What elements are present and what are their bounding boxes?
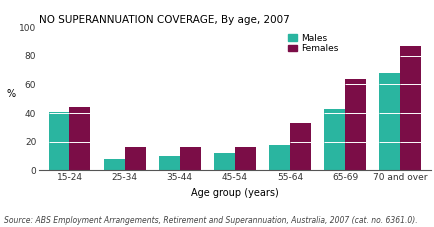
X-axis label: Age group (years): Age group (years) — [191, 188, 278, 197]
Y-axis label: %: % — [6, 89, 15, 99]
Bar — [124, 147, 145, 170]
Text: Source: ABS Employment Arrangements, Retirement and Superannuation, Australia, 2: Source: ABS Employment Arrangements, Ret… — [4, 216, 417, 225]
Bar — [179, 147, 200, 170]
Bar — [49, 112, 69, 170]
Bar — [69, 107, 90, 170]
Bar — [323, 109, 345, 170]
Bar — [103, 159, 124, 170]
Text: NO SUPERANNUATION COVERAGE, By age, 2007: NO SUPERANNUATION COVERAGE, By age, 2007 — [39, 15, 289, 25]
Bar — [269, 145, 289, 170]
Bar — [399, 46, 420, 170]
Legend: Males, Females: Males, Females — [286, 32, 339, 55]
Bar — [158, 156, 179, 170]
Bar — [289, 123, 310, 170]
Bar — [234, 147, 255, 170]
Bar — [345, 79, 365, 170]
Bar — [378, 73, 399, 170]
Bar — [214, 153, 234, 170]
